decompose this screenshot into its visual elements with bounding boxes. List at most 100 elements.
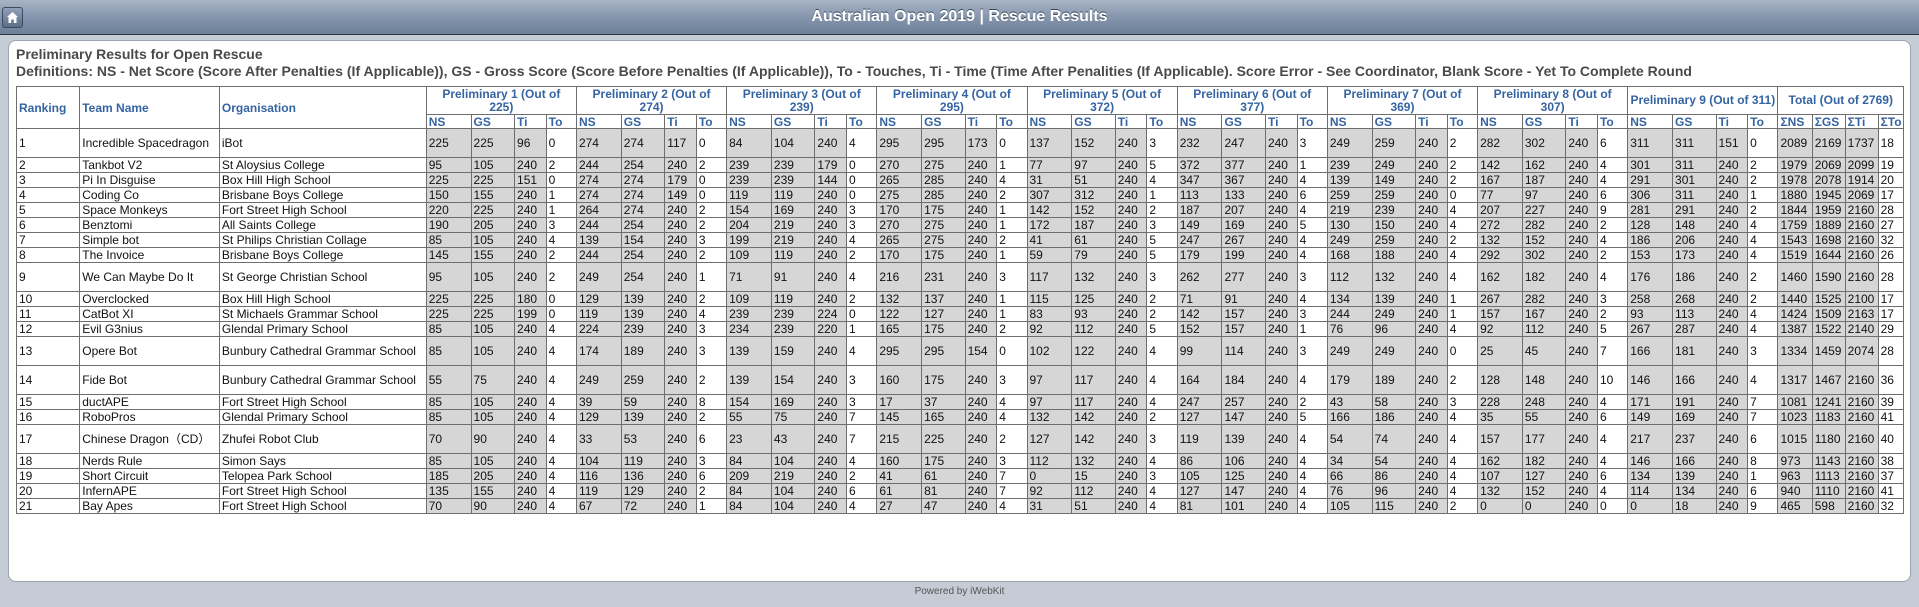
- score-cell-ns: 77: [1026, 157, 1073, 173]
- sub-header-ns: NS: [726, 114, 772, 129]
- ranking-cell: 21: [15, 498, 81, 514]
- score-cell-to: 0: [996, 128, 1028, 158]
- team-name-cell: Coding Co: [79, 187, 220, 203]
- score-cell-to: 4: [545, 321, 577, 337]
- score-cell-gs: 0: [1521, 498, 1567, 514]
- total-cell: 28: [1877, 336, 1905, 366]
- score-cell-to: 4: [996, 498, 1028, 514]
- score-cell-ns: 224: [575, 321, 622, 337]
- score-cell-ns: 119: [575, 483, 622, 499]
- organisation-cell: St George Christian School: [218, 262, 427, 292]
- score-cell-to: 4: [845, 232, 878, 248]
- score-cell-to: 4: [1146, 483, 1178, 499]
- score-cell-gs: 291: [1672, 202, 1717, 218]
- total-cell: 1460: [1777, 262, 1813, 292]
- score-cell-gs: 90: [470, 498, 516, 514]
- sub-header-ns: NS: [425, 114, 472, 129]
- table-row: 2 Tankbot V2 St Aloysius College 95 105 240 2 2…: [15, 157, 1905, 173]
- score-cell-gs: 186: [1371, 409, 1417, 425]
- score-cell-gs: 157: [1221, 306, 1266, 322]
- total-cell: 1143: [1811, 453, 1846, 469]
- score-cell-to: 7: [1596, 336, 1629, 366]
- score-cell-ti: 240: [1715, 172, 1749, 188]
- sub-header-gs: GS: [770, 114, 816, 129]
- total-cell: 2074: [1844, 336, 1879, 366]
- score-cell-to: 6: [1596, 128, 1629, 158]
- score-cell-to: 4: [1296, 483, 1328, 499]
- total-cell: 32: [1877, 498, 1905, 514]
- score-cell-gs: 254: [620, 262, 666, 292]
- score-cell-ti: 240: [1264, 483, 1298, 499]
- score-cell-ns: 35: [1477, 409, 1523, 425]
- score-cell-ti: 240: [964, 187, 998, 203]
- score-cell-gs: 136: [620, 468, 666, 484]
- score-cell-to: 3: [695, 453, 728, 469]
- score-cell-gs: 125: [1071, 291, 1116, 307]
- total-cell: 1440: [1777, 291, 1813, 307]
- score-cell-ti: 240: [814, 291, 847, 307]
- ranking-cell: 5: [15, 202, 81, 218]
- team-name-cell: ductAPE: [79, 394, 220, 410]
- score-cell-gs: 91: [770, 262, 816, 292]
- total-cell: 2160: [1844, 483, 1879, 499]
- score-cell-ti: 240: [1415, 172, 1448, 188]
- score-cell-ti: 96: [514, 128, 547, 158]
- score-cell-ns: 112: [1026, 453, 1073, 469]
- score-cell-ti: 240: [1114, 157, 1148, 173]
- ranking-cell: 3: [15, 172, 81, 188]
- score-cell-ns: 132: [1026, 409, 1073, 425]
- score-cell-ns: 275: [876, 187, 923, 203]
- team-name-cell: Simple bot: [79, 232, 220, 248]
- score-cell-ti: 240: [1565, 291, 1598, 307]
- score-cell-to: 2: [1446, 232, 1479, 248]
- score-cell-ns: 67: [575, 498, 622, 514]
- score-cell-ns: 267: [1477, 291, 1523, 307]
- score-cell-ti: 240: [1415, 306, 1448, 322]
- score-cell-gs: 311: [1672, 128, 1717, 158]
- score-cell-to: 3: [1596, 291, 1629, 307]
- organisation-cell: Brisbane Boys College: [218, 247, 427, 263]
- total-cell: 1081: [1777, 394, 1813, 410]
- total-cell: 37: [1877, 468, 1905, 484]
- score-cell-ti: 240: [1715, 262, 1749, 292]
- score-cell-to: 4: [845, 128, 878, 158]
- team-name-cell: The Invoice: [79, 247, 220, 263]
- total-cell: 2100: [1844, 291, 1879, 307]
- score-cell-ti: 240: [1565, 217, 1598, 233]
- score-cell-gs: 166: [1672, 365, 1717, 395]
- score-cell-ns: 160: [876, 453, 923, 469]
- score-cell-to: 3: [1446, 394, 1479, 410]
- home-button[interactable]: [2, 7, 23, 28]
- score-cell-ti: 240: [1264, 424, 1298, 454]
- score-cell-ti: 240: [964, 232, 998, 248]
- page-title: Australian Open 2019 | Rescue Results: [811, 8, 1108, 25]
- score-cell-ns: 295: [876, 128, 923, 158]
- round-header-6: Preliminary 6 (Out of 377): [1176, 86, 1328, 115]
- score-cell-ti: 240: [1114, 336, 1148, 366]
- table-row: 13 Opere Bot Bunbury Cathedral Grammar Sch…: [15, 336, 1905, 366]
- ranking-cell: 14: [15, 365, 81, 395]
- team-name-cell: Tankbot V2: [79, 157, 220, 173]
- score-cell-to: 0: [996, 336, 1028, 366]
- score-cell-ns: 27: [876, 498, 923, 514]
- score-cell-ti: 179: [814, 157, 847, 173]
- score-cell-to: 4: [1296, 202, 1328, 218]
- score-cell-to: 3: [1146, 128, 1178, 158]
- score-cell-ti: 240: [514, 232, 547, 248]
- score-cell-ns: 249: [575, 262, 622, 292]
- score-cell-ti: 240: [814, 424, 847, 454]
- score-cell-ns: 154: [726, 202, 772, 218]
- score-cell-ns: 86: [1176, 453, 1223, 469]
- score-cell-ns: 59: [1026, 247, 1073, 263]
- score-cell-gs: 367: [1221, 172, 1266, 188]
- score-cell-ns: 168: [1326, 247, 1373, 263]
- score-cell-gs: 112: [1071, 483, 1116, 499]
- score-cell-ti: 240: [1415, 262, 1448, 292]
- score-cell-gs: 302: [1521, 247, 1567, 263]
- table-row: 14 Fide Bot Bunbury Cathedral Grammar Scho…: [15, 365, 1905, 395]
- score-cell-ns: 311: [1627, 128, 1674, 158]
- score-cell-gs: 249: [1371, 306, 1417, 322]
- score-cell-gs: 169: [770, 202, 816, 218]
- round-header-2: Preliminary 2 (Out of 274): [575, 86, 728, 115]
- score-cell-to: 0: [1596, 498, 1629, 514]
